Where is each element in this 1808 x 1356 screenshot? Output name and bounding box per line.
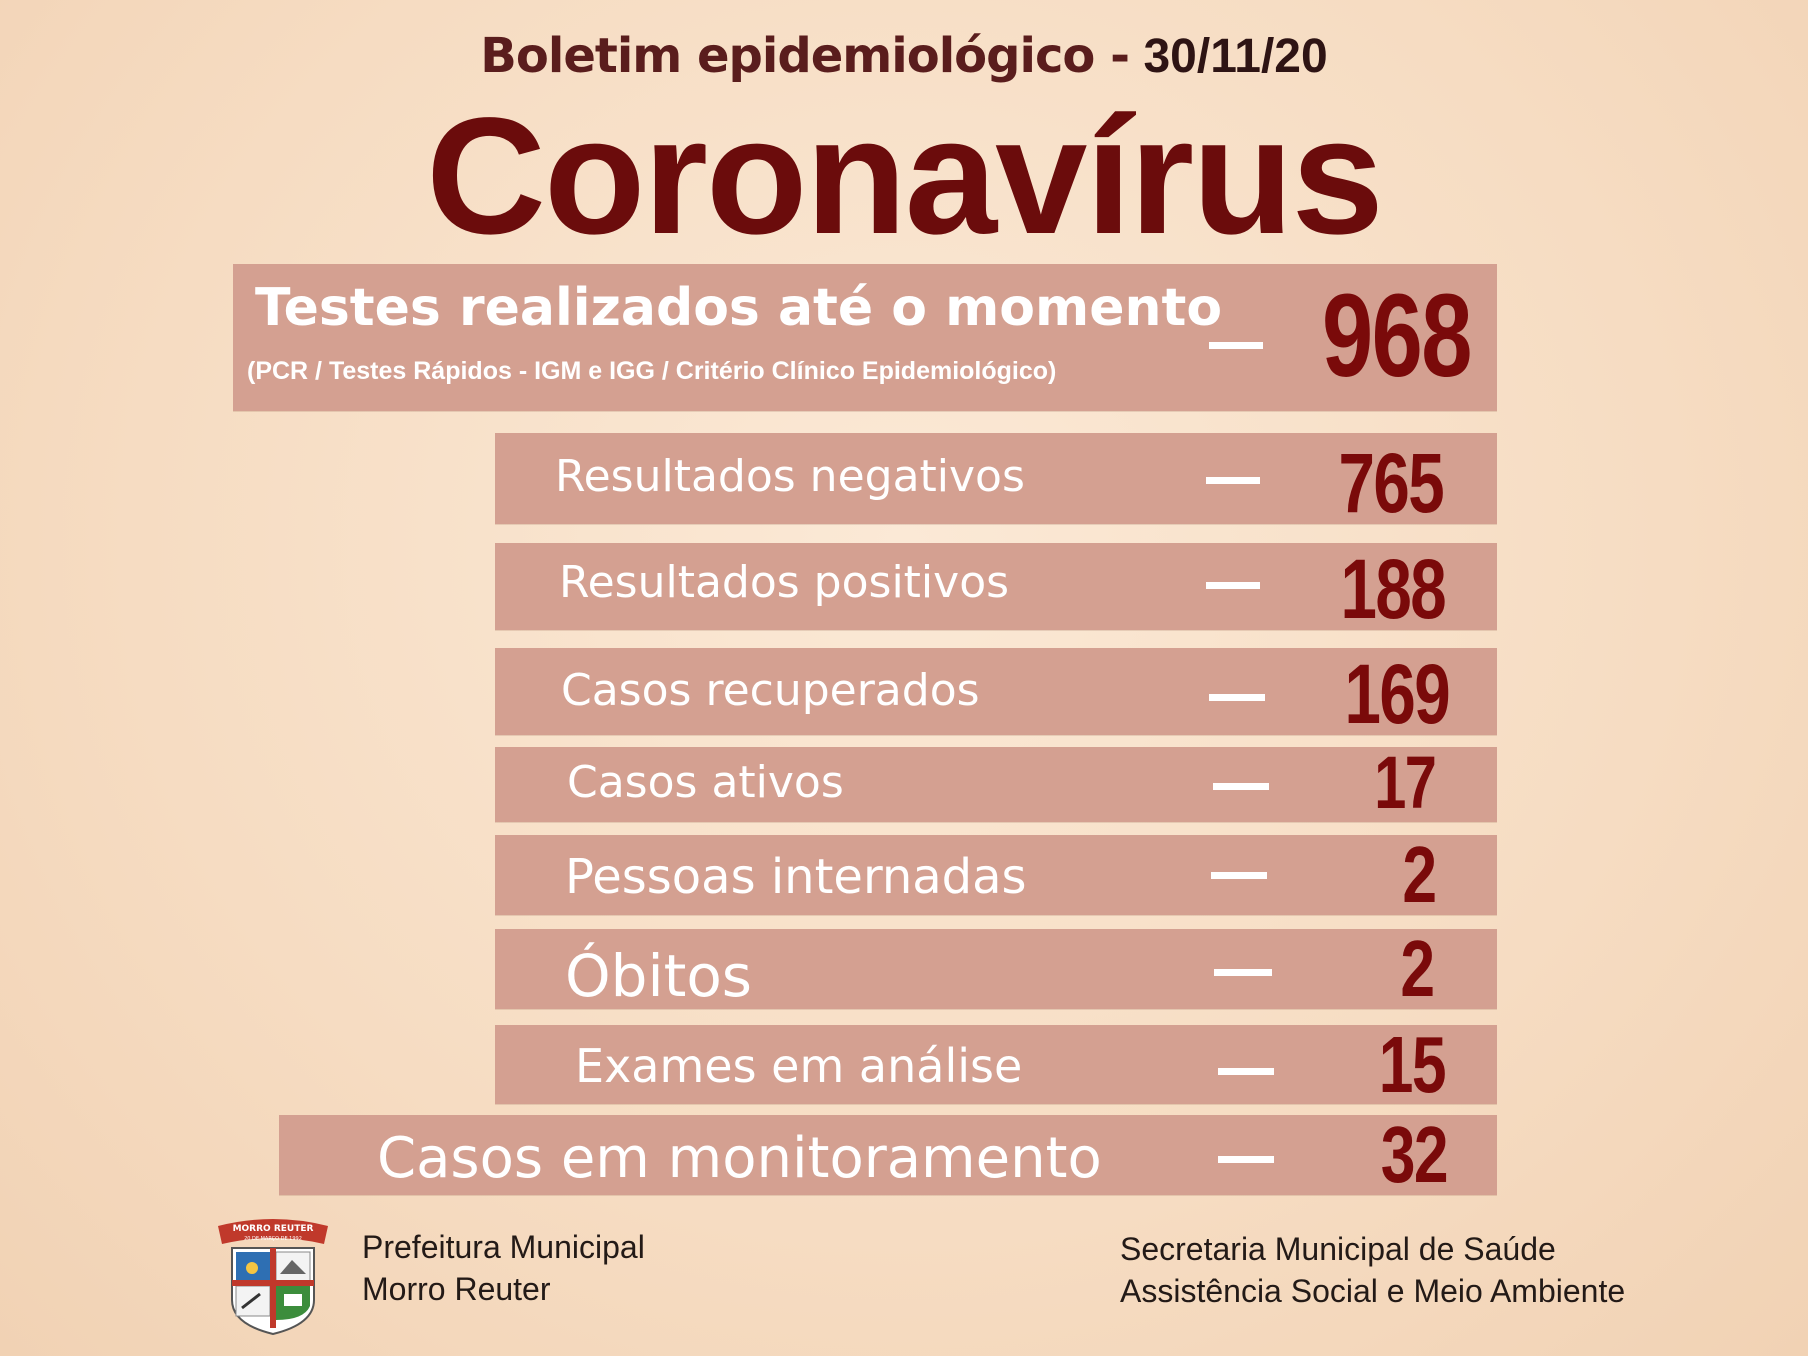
- footer-right-line1: Secretaria Municipal de Saúde: [1120, 1231, 1556, 1267]
- stat-label: Casos recuperados: [561, 665, 980, 716]
- stat-row-hospitalized: Pessoas internadas 2: [495, 830, 1497, 919]
- bulletin-header: Boletim epidemiológico - 30/11/20: [0, 28, 1808, 98]
- stat-value: 32: [1380, 1110, 1449, 1199]
- stat-row-active: Casos ativos 17: [495, 743, 1497, 823]
- stat-label: Exames em análise: [575, 1039, 1023, 1093]
- tests-dash: [1209, 342, 1263, 349]
- footer-right-line2: Assistência Social e Meio Ambiente: [1120, 1273, 1626, 1309]
- stat-dash: [1206, 582, 1260, 589]
- footer-left-line1: Prefeitura Municipal: [362, 1229, 645, 1265]
- stat-value: 2: [1401, 830, 1437, 919]
- stat-label: Casos em monitoramento: [377, 1126, 1102, 1191]
- stat-dash: [1211, 872, 1267, 879]
- footer-department: Secretaria Municipal de Saúde Assistênci…: [1120, 1228, 1625, 1312]
- stat-value: 2: [1399, 924, 1435, 1013]
- stat-dash: [1206, 477, 1260, 484]
- stat-row-deaths: Óbitos 2: [495, 924, 1497, 1013]
- stat-label: Resultados negativos: [555, 451, 1025, 502]
- stat-row-pending-exams: Exames em análise 15: [495, 1020, 1497, 1109]
- stat-row-recovered: Casos recuperados 169: [495, 647, 1497, 741]
- stat-dash: [1218, 1068, 1274, 1075]
- stat-label: Óbitos: [565, 942, 753, 1010]
- stat-value: 188: [1340, 542, 1446, 636]
- stat-row-monitoring: Casos em monitoramento 32: [279, 1110, 1497, 1199]
- stat-row-positive: Resultados positivos 188: [495, 542, 1497, 636]
- bulletin-label: Boletim epidemiológico -: [480, 28, 1130, 84]
- tests-note: (PCR / Testes Rápidos - IGM e IGG / Crit…: [247, 357, 1057, 385]
- stat-label: Resultados positivos: [559, 557, 1010, 608]
- stat-value: 15: [1378, 1020, 1447, 1109]
- stat-dash: [1209, 694, 1265, 701]
- crest-banner-text: MORRO REUTER: [233, 1224, 314, 1234]
- footer-municipality: Prefeitura Municipal Morro Reuter: [362, 1226, 645, 1310]
- stat-dash: [1218, 1156, 1274, 1163]
- stat-value: 169: [1344, 647, 1450, 741]
- crest-date-text: 20 DE MARÇO DE 1992: [244, 1236, 302, 1242]
- tests-band: Testes realizados até o momento (PCR / T…: [233, 264, 1497, 411]
- bulletin-date: 30/11/20: [1143, 30, 1328, 83]
- stat-row-negative: Resultados negativos 765: [495, 433, 1497, 530]
- stat-value: 765: [1338, 436, 1444, 530]
- footer-left-line2: Morro Reuter: [362, 1271, 551, 1307]
- tests-label: Testes realizados até o momento: [255, 278, 1223, 338]
- municipal-crest-icon: MORRO REUTER 20 DE MARÇO DE 1992: [218, 1219, 328, 1336]
- page-title: Coronavírus: [426, 84, 1384, 269]
- stat-dash: [1213, 783, 1269, 790]
- tests-value: 968: [1322, 270, 1472, 402]
- stat-dash: [1214, 969, 1272, 976]
- stat-label: Casos ativos: [567, 757, 844, 808]
- stat-label: Pessoas internadas: [565, 849, 1027, 905]
- stat-value: 17: [1373, 741, 1437, 824]
